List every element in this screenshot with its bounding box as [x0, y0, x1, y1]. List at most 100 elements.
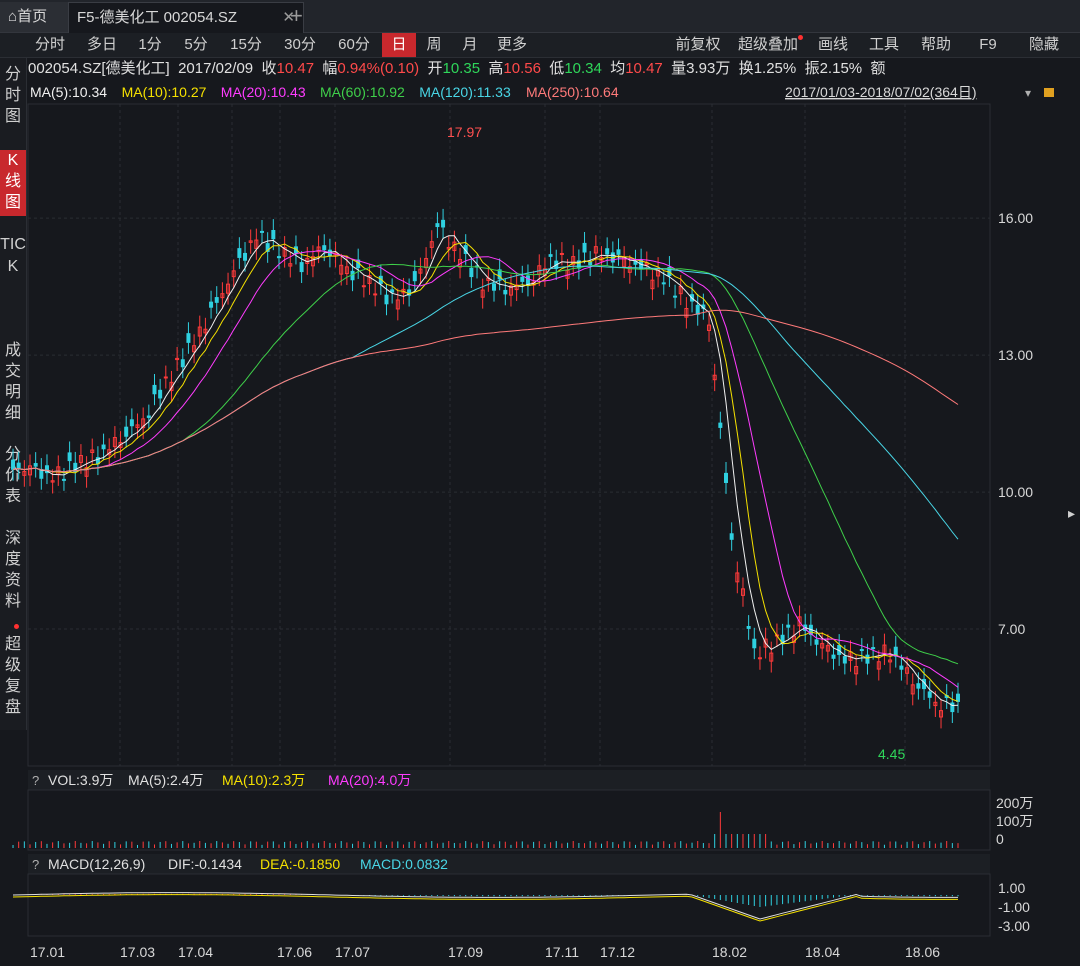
- ma-label-3: MA(60):10.92: [320, 84, 405, 100]
- hide-button[interactable]: 隐藏: [1028, 36, 1059, 53]
- candle: [514, 284, 519, 291]
- period-week[interactable]: 周: [426, 36, 442, 53]
- lock-icon[interactable]: [1044, 88, 1054, 97]
- tools-button[interactable]: 工具: [868, 36, 899, 53]
- candle: [673, 295, 678, 298]
- high-value: 10.56: [503, 60, 541, 77]
- amp-value: 0.94%(0.10): [337, 60, 420, 77]
- candle: [418, 268, 423, 274]
- side-kline[interactable]: K线图: [0, 150, 26, 216]
- candle: [752, 638, 757, 649]
- candle: [186, 333, 191, 343]
- candle: [84, 467, 89, 477]
- candle: [203, 328, 208, 334]
- side-fenshi[interactable]: 分时图: [4, 66, 21, 125]
- period-15min[interactable]: 15分: [230, 36, 262, 53]
- candle: [67, 452, 72, 462]
- candle: [525, 275, 530, 286]
- stock-code: 002054.SZ[德美化工]: [28, 60, 170, 77]
- candle: [605, 248, 610, 255]
- candle: [265, 243, 270, 252]
- candle: [854, 666, 859, 675]
- period-1min[interactable]: 1分: [138, 36, 162, 53]
- period-fenshi[interactable]: 分时: [34, 36, 65, 53]
- candle: [571, 256, 576, 266]
- adjust-forward-button[interactable]: 前复权: [675, 36, 721, 53]
- candle: [950, 702, 955, 713]
- candle: [429, 241, 434, 248]
- candle: [231, 270, 236, 278]
- new-tab-icon[interactable]: +: [290, 3, 303, 28]
- range-dropdown-icon[interactable]: ▾: [1025, 86, 1031, 100]
- time-tick-3: 17.06: [277, 944, 312, 960]
- candle: [871, 647, 876, 650]
- candle: [740, 588, 745, 596]
- candle: [339, 264, 344, 275]
- time-tick-4: 17.07: [335, 944, 370, 960]
- candle: [559, 252, 564, 255]
- period-multiday[interactable]: 多日: [86, 36, 117, 53]
- candle: [276, 256, 281, 259]
- period-day[interactable]: 日: [382, 33, 416, 57]
- time-tick-8: 18.02: [712, 944, 747, 960]
- candle: [814, 639, 819, 645]
- candle: [112, 437, 117, 448]
- f9-button[interactable]: F9: [979, 36, 997, 53]
- vol-ma5: MA(5):2.4万: [128, 772, 203, 788]
- candle: [175, 357, 180, 361]
- vol-ma10: MA(10):2.3万: [222, 772, 305, 788]
- open-label: 开: [427, 60, 443, 77]
- macd-help-icon[interactable]: ?: [32, 857, 39, 872]
- candle: [695, 304, 700, 315]
- time-tick-5: 17.09: [448, 944, 483, 960]
- ma-label-5: MA(250):10.64: [526, 84, 619, 100]
- amp-label: 幅: [322, 60, 338, 77]
- candle: [786, 624, 791, 628]
- price-axis: 16.00 13.00 10.00 7.00: [998, 210, 1033, 637]
- candle: [169, 381, 174, 392]
- candle: [888, 659, 893, 663]
- candle: [593, 246, 598, 254]
- period-5min[interactable]: 5分: [184, 36, 208, 53]
- candle: [395, 299, 400, 310]
- candle: [718, 422, 723, 428]
- expand-right-icon[interactable]: ▸: [1068, 505, 1075, 521]
- super-overlay-button[interactable]: 超级叠加: [737, 36, 798, 53]
- side-trade-detail[interactable]: 成交明细: [4, 342, 21, 422]
- turn-value: 1.25%: [753, 60, 797, 77]
- low-label: 低: [549, 60, 565, 77]
- side-super-review[interactable]: 超级复盘: [4, 636, 21, 716]
- period-60min[interactable]: 60分: [338, 36, 370, 53]
- candle: [135, 424, 140, 429]
- date-range[interactable]: 2017/01/03-2018/07/02(364日): [785, 84, 976, 100]
- time-tick-0: 17.01: [30, 944, 65, 960]
- price-tick-0: 16.00: [998, 210, 1033, 226]
- candle: [927, 691, 932, 698]
- candle: [282, 246, 287, 257]
- close-icon[interactable]: ✕: [282, 9, 295, 26]
- candle: [118, 442, 123, 448]
- candle: [769, 652, 774, 662]
- ma-line-3: [12, 263, 959, 665]
- candle: [271, 229, 276, 240]
- help-button[interactable]: 帮助: [920, 36, 951, 53]
- side-tick[interactable]: TICK: [0, 236, 26, 275]
- period-toolbar: 分时 多日 1分 5分 15分 30分 60分 日 周 月 更多 前复权 超级叠…: [0, 33, 1080, 58]
- period-month[interactable]: 月: [462, 36, 478, 53]
- draw-line-button[interactable]: 画线: [817, 36, 848, 53]
- ma-label-4: MA(120):11.33: [419, 84, 511, 100]
- tab-home-label: 首页: [17, 8, 48, 25]
- candle: [825, 645, 830, 652]
- candle: [876, 661, 881, 670]
- side-deep-data[interactable]: 深度资料: [4, 530, 21, 610]
- tab-stock[interactable]: F5-德美化工 002054.SZ ✕: [68, 2, 304, 33]
- candle: [582, 242, 587, 253]
- period-more[interactable]: 更多: [496, 36, 527, 53]
- period-30min[interactable]: 30分: [284, 36, 316, 53]
- vol-help-icon[interactable]: ?: [32, 773, 39, 788]
- tab-home[interactable]: ⌂首页: [0, 2, 74, 32]
- candle: [865, 654, 870, 664]
- quote-info-row: 002054.SZ[德美化工] 2017/02/09 收10.47 幅0.94%…: [28, 58, 886, 80]
- candle: [650, 279, 655, 290]
